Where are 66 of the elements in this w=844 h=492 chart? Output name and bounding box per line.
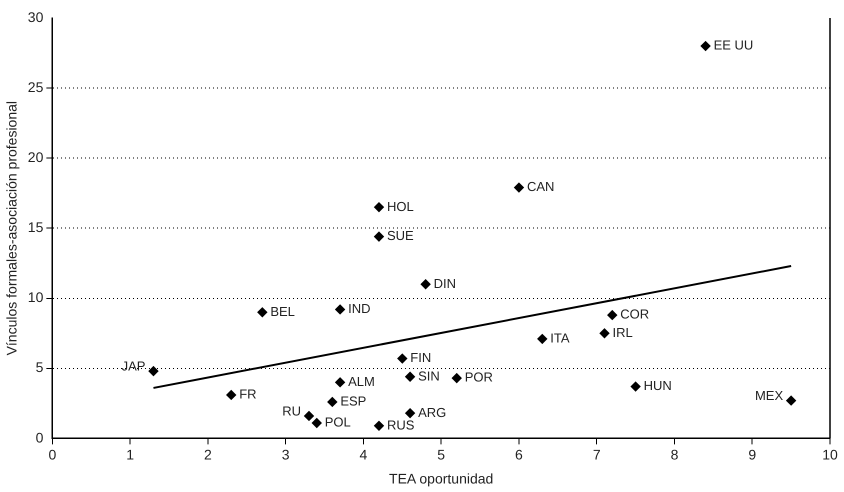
annotation: POL (324, 414, 351, 430)
point (335, 377, 346, 388)
point (405, 372, 416, 382)
point (327, 396, 338, 407)
annotation: CAN (526, 179, 554, 194)
point (599, 328, 610, 338)
annotation: SIN (418, 368, 440, 384)
point (607, 310, 618, 320)
y-tick-label: 5 (36, 359, 44, 376)
annotation: ITA (550, 330, 570, 346)
annotation: RUS (386, 417, 415, 432)
x-tick-label: 3 (282, 446, 290, 463)
annotation: BEL (270, 304, 295, 319)
point (630, 382, 641, 392)
annotation: RU (282, 404, 301, 419)
y-tick-label: 25 (28, 78, 44, 95)
y-tick-label: 20 (28, 148, 44, 165)
annotation: HUN (644, 378, 672, 394)
x-tick-label: 7 (592, 446, 601, 463)
annotation: ARG (418, 404, 446, 420)
annotation: POR (464, 370, 493, 385)
x-tick-label: 8 (670, 446, 679, 463)
y-tick-label: 30 (28, 8, 44, 25)
point (148, 366, 158, 376)
point (700, 41, 711, 52)
point (374, 232, 384, 242)
annotation: DIN (434, 276, 456, 291)
point (537, 334, 548, 344)
x-tick-label: 6 (515, 446, 524, 463)
annotation: FIN (410, 350, 432, 366)
point (257, 307, 268, 318)
point (312, 418, 322, 428)
x-tick-label: 10 (822, 446, 838, 463)
point (374, 202, 384, 212)
annotation: ESP (340, 394, 366, 409)
point (304, 410, 314, 421)
point (405, 408, 416, 418)
y-tick-label: 0 (36, 429, 44, 446)
annotation: EE UU (714, 38, 754, 53)
annotation: IND (348, 301, 370, 316)
annotation: FR (239, 386, 257, 402)
annotation: JAP (122, 358, 146, 374)
x-tick-label: 9 (748, 446, 756, 463)
x-tick-label: 1 (126, 446, 134, 463)
annotation: HOL (386, 198, 414, 214)
x-tick-label: 2 (204, 446, 212, 463)
point (514, 182, 524, 193)
point (452, 373, 462, 384)
point (786, 396, 796, 406)
x-tick-label: 4 (360, 446, 368, 463)
x-tick-label: 0 (48, 446, 56, 463)
x-axis-title: TEA oportunidad (389, 470, 494, 486)
point (397, 354, 408, 364)
point (420, 279, 431, 290)
annotation: ALM (348, 374, 375, 389)
point (335, 304, 346, 314)
annotation: COR (620, 306, 650, 322)
y-tick-label: 15 (28, 219, 44, 236)
annotation: IRL (612, 324, 633, 340)
annotation: MEX (754, 388, 784, 404)
y-axis-title: Vínculos formales-asociación profesional (3, 100, 20, 356)
y-tick-label: 10 (28, 289, 44, 306)
annotation: SUE (386, 228, 414, 244)
point (226, 390, 236, 400)
point (374, 420, 384, 431)
x-tick-label: 5 (437, 446, 446, 463)
